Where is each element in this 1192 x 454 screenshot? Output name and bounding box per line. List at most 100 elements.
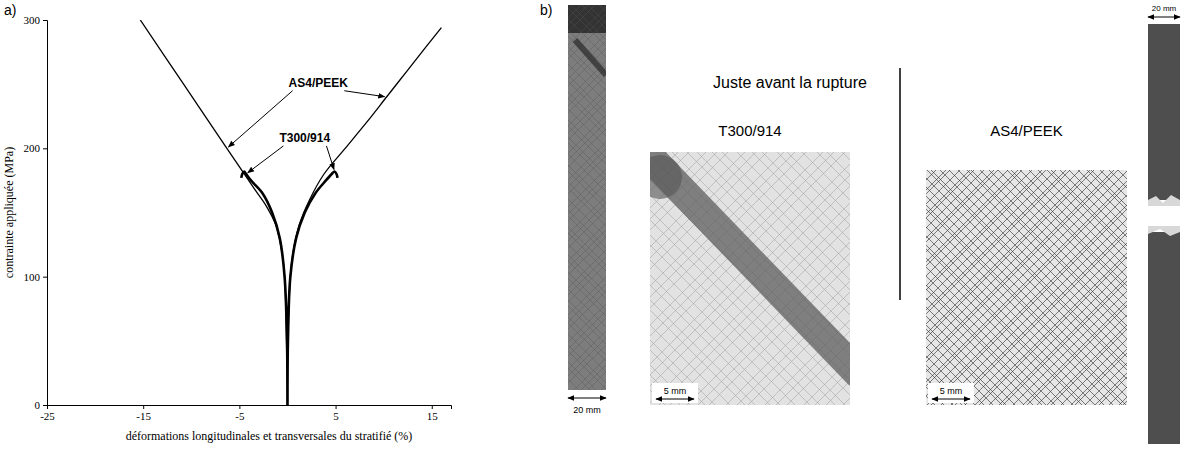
x-tick: 5 <box>333 405 339 422</box>
crack <box>1100 170 1127 405</box>
crack <box>568 5 581 390</box>
chart: -25-15-55150100200300déformations longit… <box>2 14 452 443</box>
y-tick-label: 300 <box>24 14 41 26</box>
y-axis: 0 100 200 300 <box>24 14 48 411</box>
crack <box>1095 170 1127 405</box>
crack <box>1087 170 1127 405</box>
crack <box>967 170 1127 405</box>
crack <box>1123 170 1127 405</box>
crack <box>568 5 606 390</box>
crack <box>1003 170 1127 405</box>
x-tick-label: -5 <box>235 410 245 422</box>
scale-bar <box>568 398 606 399</box>
crack <box>568 5 606 390</box>
y-tick-label: 0 <box>35 399 41 411</box>
plot-area <box>140 20 441 405</box>
crack <box>574 5 606 390</box>
crack <box>568 5 606 390</box>
crack <box>1061 170 1127 405</box>
crack <box>568 5 606 390</box>
scale-label: 20 mm <box>1152 4 1177 13</box>
x-tick-label: 5 <box>333 410 339 422</box>
crack <box>1118 170 1127 405</box>
crack <box>926 170 1080 405</box>
scale-label: 5 mm <box>664 386 687 396</box>
crack <box>571 5 606 390</box>
scale-patch <box>928 383 974 403</box>
fracture <box>1148 195 1180 206</box>
crack <box>568 5 606 390</box>
annotation-arrow <box>326 146 334 170</box>
crack <box>568 5 606 390</box>
crack <box>568 5 606 390</box>
crack <box>568 5 606 390</box>
crack <box>1047 170 1127 405</box>
scale-label: 20 mm <box>573 405 601 415</box>
x-tick: -25 <box>40 405 55 422</box>
damage-spot <box>650 155 682 199</box>
photo-background <box>1148 24 1180 200</box>
crack <box>568 5 606 390</box>
fracture <box>1148 226 1180 236</box>
crack <box>650 152 756 405</box>
x-tick-label: -25 <box>40 410 55 422</box>
crack <box>1119 170 1127 405</box>
y-axis-title: contrainte appliquée (MPa) <box>2 147 16 278</box>
panel-label: b) <box>540 2 552 18</box>
crack <box>568 5 606 390</box>
crack <box>1069 170 1127 405</box>
photo-background <box>1148 232 1180 444</box>
crack <box>926 170 1015 405</box>
series-line <box>140 20 441 405</box>
crack <box>575 40 606 75</box>
crack <box>568 5 606 390</box>
y-axis-line <box>43 21 48 406</box>
crack <box>926 170 1118 405</box>
x-tick-label: 15 <box>427 410 439 422</box>
crack <box>1011 170 1127 405</box>
crack <box>951 170 1127 405</box>
crack <box>999 170 1127 405</box>
scale-bar <box>932 399 970 400</box>
annotation-arrow <box>344 91 384 97</box>
x-tick-label: -15 <box>136 410 151 422</box>
x-tick-mark <box>432 405 433 409</box>
micrograph <box>650 152 850 405</box>
crack <box>1047 170 1127 405</box>
annotations: AS4/PEEKT300/914 <box>228 76 384 173</box>
crack <box>955 170 1127 405</box>
scale-bar <box>1148 17 1180 18</box>
y-tick: 0 <box>35 399 48 411</box>
panel-b: b)20 mmJuste avant la ruptureT300/914AS4… <box>183 2 1192 444</box>
specimen-photo <box>1148 24 1180 444</box>
crack <box>568 5 606 390</box>
crack <box>568 5 606 390</box>
crack <box>568 5 606 390</box>
crack <box>568 5 606 390</box>
crack <box>1109 170 1127 405</box>
x-tick-mark <box>336 405 337 409</box>
crack <box>568 5 606 390</box>
crack <box>926 170 975 405</box>
crack <box>568 5 606 390</box>
crack <box>1075 170 1127 405</box>
crack <box>971 170 1127 405</box>
crack <box>926 170 1022 405</box>
crack <box>650 152 755 405</box>
y-tick-mark <box>43 148 47 149</box>
y-tick: 300 <box>24 14 48 26</box>
crack <box>568 5 606 390</box>
crack <box>599 5 606 390</box>
crack <box>601 5 606 390</box>
y-tick-label: 100 <box>24 271 41 283</box>
crack <box>568 5 606 390</box>
y-tick: 200 <box>24 142 48 154</box>
x-tick: 15 <box>427 405 439 422</box>
crack <box>568 5 606 390</box>
crack <box>1071 170 1127 405</box>
crack <box>980 170 1127 405</box>
y-tick-label: 200 <box>24 142 41 154</box>
annotation-arrow <box>248 146 284 173</box>
series-label: AS4/PEEK <box>289 76 349 90</box>
crack <box>1051 170 1127 405</box>
